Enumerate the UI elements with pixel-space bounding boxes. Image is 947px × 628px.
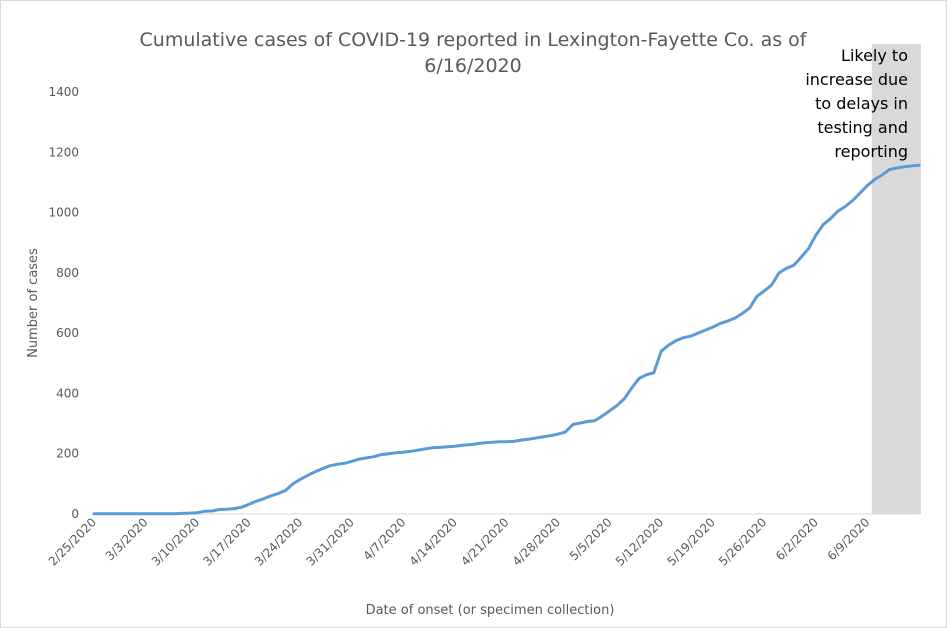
x-tick-label: 5/5/2020 <box>567 515 615 563</box>
annotation-line: to delays in <box>815 94 908 113</box>
chart-title-line-2: 6/16/2020 <box>424 55 521 77</box>
annotation-line: Likely to <box>841 46 908 65</box>
x-tick-label: 3/24/2020 <box>252 515 305 568</box>
x-tick-label: 5/12/2020 <box>613 515 666 568</box>
x-tick-label: 3/31/2020 <box>304 515 357 568</box>
x-tick-label: 4/21/2020 <box>458 515 511 568</box>
annotation-line: increase due <box>805 70 908 89</box>
annotation: Likely to increase due to delays in testing… <box>805 46 908 161</box>
series-line <box>92 163 921 516</box>
annotation-line: reporting <box>834 142 908 161</box>
y-tick-label: 0 <box>71 507 79 521</box>
y-tick-label: 800 <box>56 266 79 280</box>
y-axis-title: Number of cases <box>26 248 41 358</box>
y-axis-ticks: 0 200 400 600 800 1000 1200 1400 <box>48 85 79 521</box>
y-tick-label: 1200 <box>48 145 79 159</box>
y-tick-label: 600 <box>56 326 79 340</box>
y-tick-label: 200 <box>56 447 79 461</box>
series-layer <box>92 163 921 516</box>
x-tick-label: 5/19/2020 <box>664 515 717 568</box>
chart-title-line-1: Cumulative cases of COVID-19 reported in… <box>140 29 808 51</box>
x-tick-label: 3/3/2020 <box>103 515 151 563</box>
x-tick-label: 6/2/2020 <box>773 515 821 563</box>
x-tick-label: 3/10/2020 <box>149 515 202 568</box>
shaded-region <box>871 44 921 514</box>
x-axis-ticks: 2/25/2020 3/3/20203/10/20203/17/20203/24/… <box>46 515 873 568</box>
x-tick-label: 5/26/2020 <box>716 515 769 568</box>
y-tick-label: 400 <box>56 386 79 400</box>
x-tick-label: 6/9/2020 <box>825 515 873 563</box>
y-tick-label: 1000 <box>48 206 79 220</box>
y-tick-label: 1400 <box>48 85 79 99</box>
x-tick-label: 3/17/2020 <box>200 515 253 568</box>
x-axis-title: Date of onset (or specimen collection) <box>366 603 615 618</box>
annotation-line: testing and <box>817 118 908 137</box>
x-tick-label: 4/28/2020 <box>510 515 563 568</box>
x-tick-label: 4/7/2020 <box>360 515 408 563</box>
x-tick-label: 4/14/2020 <box>407 515 460 568</box>
x-tick-label: 2/25/2020 <box>46 515 99 568</box>
shade-layer <box>871 44 921 514</box>
